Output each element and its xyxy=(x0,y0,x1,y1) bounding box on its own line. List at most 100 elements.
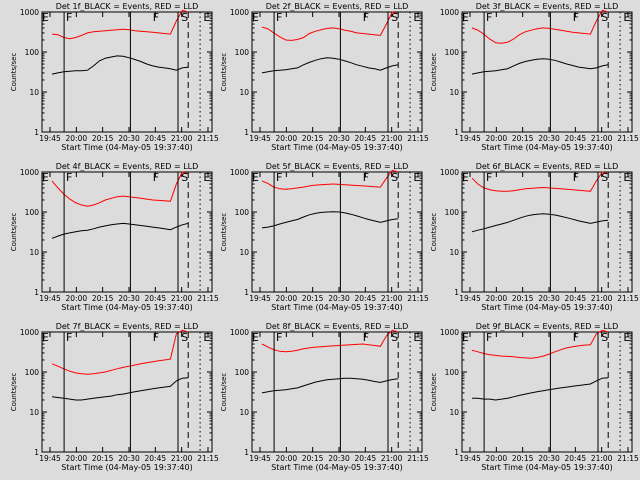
y-tick-label: 100 xyxy=(235,48,250,57)
y-tick-label: 100 xyxy=(445,368,460,377)
event-marker-label: E xyxy=(42,171,49,184)
events-series-line xyxy=(51,222,189,239)
x-tick-label: 20:15 xyxy=(302,294,324,303)
y-axis-label: Counts/sec xyxy=(220,213,228,252)
event-marker-label: F xyxy=(363,11,369,24)
event-marker-label: E xyxy=(42,11,49,24)
lld-series-line xyxy=(51,329,189,375)
plot-frame xyxy=(41,331,213,453)
x-tick-label: 20:00 xyxy=(276,134,298,143)
y-tick-label: 1000 xyxy=(20,328,39,337)
events-series-line xyxy=(472,377,609,401)
y-tick-label: 1 xyxy=(454,288,459,297)
x-tick-label: 19:45 xyxy=(249,134,271,143)
x-tick-label: 20:45 xyxy=(355,294,377,303)
y-tick-label: 10 xyxy=(449,88,459,97)
y-tick-label: 10 xyxy=(449,248,459,257)
y-tick-label: 100 xyxy=(235,368,250,377)
event-marker-label: F xyxy=(573,171,579,184)
event-marker-label: F xyxy=(66,331,72,344)
x-tick-label: 21:15 xyxy=(617,134,639,143)
y-tick-label: 1 xyxy=(454,448,459,457)
x-tick-label: 20:15 xyxy=(92,454,114,463)
x-axis-label: Start Time (04-May-05 19:37:40) xyxy=(61,303,192,312)
x-tick-label: 20:30 xyxy=(538,134,560,143)
event-marker-label: E xyxy=(623,11,630,24)
x-tick-label: 20:00 xyxy=(486,134,508,143)
y-tick-label: 100 xyxy=(235,208,250,217)
event-marker-label: F xyxy=(486,331,492,344)
chart-panel: Det 6f_BLACK = Events, RED = LLD 1 10 100 10… xyxy=(430,162,639,312)
x-tick-label: 21:00 xyxy=(171,134,193,143)
chart-panel: Det 4f_BLACK = Events, RED = LLD 1 10 100 10… xyxy=(10,162,219,312)
x-tick-label: 20:45 xyxy=(565,134,587,143)
event-marker-label: F xyxy=(573,11,579,24)
event-marker-label: E xyxy=(623,331,630,344)
x-tick-label: 21:15 xyxy=(407,294,429,303)
event-marker-label: E xyxy=(252,171,259,184)
event-marker-label: S xyxy=(391,171,398,184)
x-tick-label: 20:45 xyxy=(355,134,377,143)
x-tick-label: 20:30 xyxy=(538,294,560,303)
event-marker-label: E xyxy=(203,331,210,344)
lld-series-line xyxy=(51,171,189,207)
y-axis-label: Counts/sec xyxy=(10,53,18,92)
x-tick-label: 20:30 xyxy=(328,454,350,463)
x-axis-label: Start Time (04-May-05 19:37:40) xyxy=(271,463,402,472)
y-axis-label: Counts/sec xyxy=(430,53,438,92)
x-tick-label: 19:45 xyxy=(39,134,61,143)
x-tick-label: 20:15 xyxy=(92,134,114,143)
x-tick-label: 20:00 xyxy=(66,454,88,463)
x-tick-label: 20:45 xyxy=(145,454,167,463)
x-axis-label: Start Time (04-May-05 19:37:40) xyxy=(271,143,402,152)
event-marker-label: E xyxy=(252,331,259,344)
plot-frame xyxy=(41,171,213,293)
y-tick-label: 1 xyxy=(34,128,39,137)
x-axis-label: Start Time (04-May-05 19:37:40) xyxy=(481,303,612,312)
y-tick-label: 1000 xyxy=(20,8,39,17)
events-series-line xyxy=(51,55,189,75)
x-tick-label: 21:00 xyxy=(171,294,193,303)
event-marker-label: E xyxy=(413,331,420,344)
event-marker-label: F xyxy=(276,171,282,184)
event-marker-label: F xyxy=(276,331,282,344)
x-tick-label: 20:00 xyxy=(276,454,298,463)
x-tick-label: 20:15 xyxy=(302,454,324,463)
y-tick-label: 100 xyxy=(25,208,40,217)
lld-series-line xyxy=(51,9,189,40)
chart-panel: Det 9f_BLACK = Events, RED = LLD 1 10 100 10… xyxy=(430,322,639,472)
lld-series-line xyxy=(261,11,399,41)
x-tick-label: 21:00 xyxy=(591,294,613,303)
chart-title: Det 2f_BLACK = Events, RED = LLD xyxy=(266,2,409,11)
x-tick-label: 20:45 xyxy=(565,294,587,303)
x-tick-label: 21:15 xyxy=(617,454,639,463)
x-tick-label: 20:00 xyxy=(486,294,508,303)
y-axis-label: Counts/sec xyxy=(430,213,438,252)
y-tick-label: 100 xyxy=(445,208,460,217)
y-tick-label: 10 xyxy=(239,408,249,417)
x-tick-label: 20:15 xyxy=(302,134,324,143)
y-axis-label: Counts/sec xyxy=(220,373,228,412)
event-marker-label: F xyxy=(573,331,579,344)
events-series-line xyxy=(51,377,189,401)
events-series-line xyxy=(261,377,399,394)
x-tick-label: 21:15 xyxy=(197,134,219,143)
y-tick-label: 1 xyxy=(34,448,39,457)
event-marker-label: S xyxy=(181,171,188,184)
events-series-line xyxy=(471,213,609,233)
y-tick-label: 10 xyxy=(239,88,249,97)
chart-panel: Det 1f_BLACK = Events, RED = LLD 1 10 100 10… xyxy=(10,2,219,152)
lld-series-line xyxy=(471,9,609,44)
x-tick-label: 20:45 xyxy=(145,294,167,303)
chart-title: Det 5f_BLACK = Events, RED = LLD xyxy=(266,162,409,171)
y-axis-label: Counts/sec xyxy=(220,53,228,92)
event-marker-label: E xyxy=(623,171,630,184)
chart-title: Det 9f_BLACK = Events, RED = LLD xyxy=(476,322,619,331)
x-tick-label: 21:00 xyxy=(381,294,403,303)
x-tick-label: 19:45 xyxy=(459,294,481,303)
plot-frame xyxy=(41,11,213,133)
x-tick-label: 19:45 xyxy=(39,454,61,463)
x-axis-label: Start Time (04-May-05 19:37:40) xyxy=(61,143,192,152)
y-tick-label: 100 xyxy=(25,48,40,57)
chart-title: Det 8f_BLACK = Events, RED = LLD xyxy=(266,322,409,331)
